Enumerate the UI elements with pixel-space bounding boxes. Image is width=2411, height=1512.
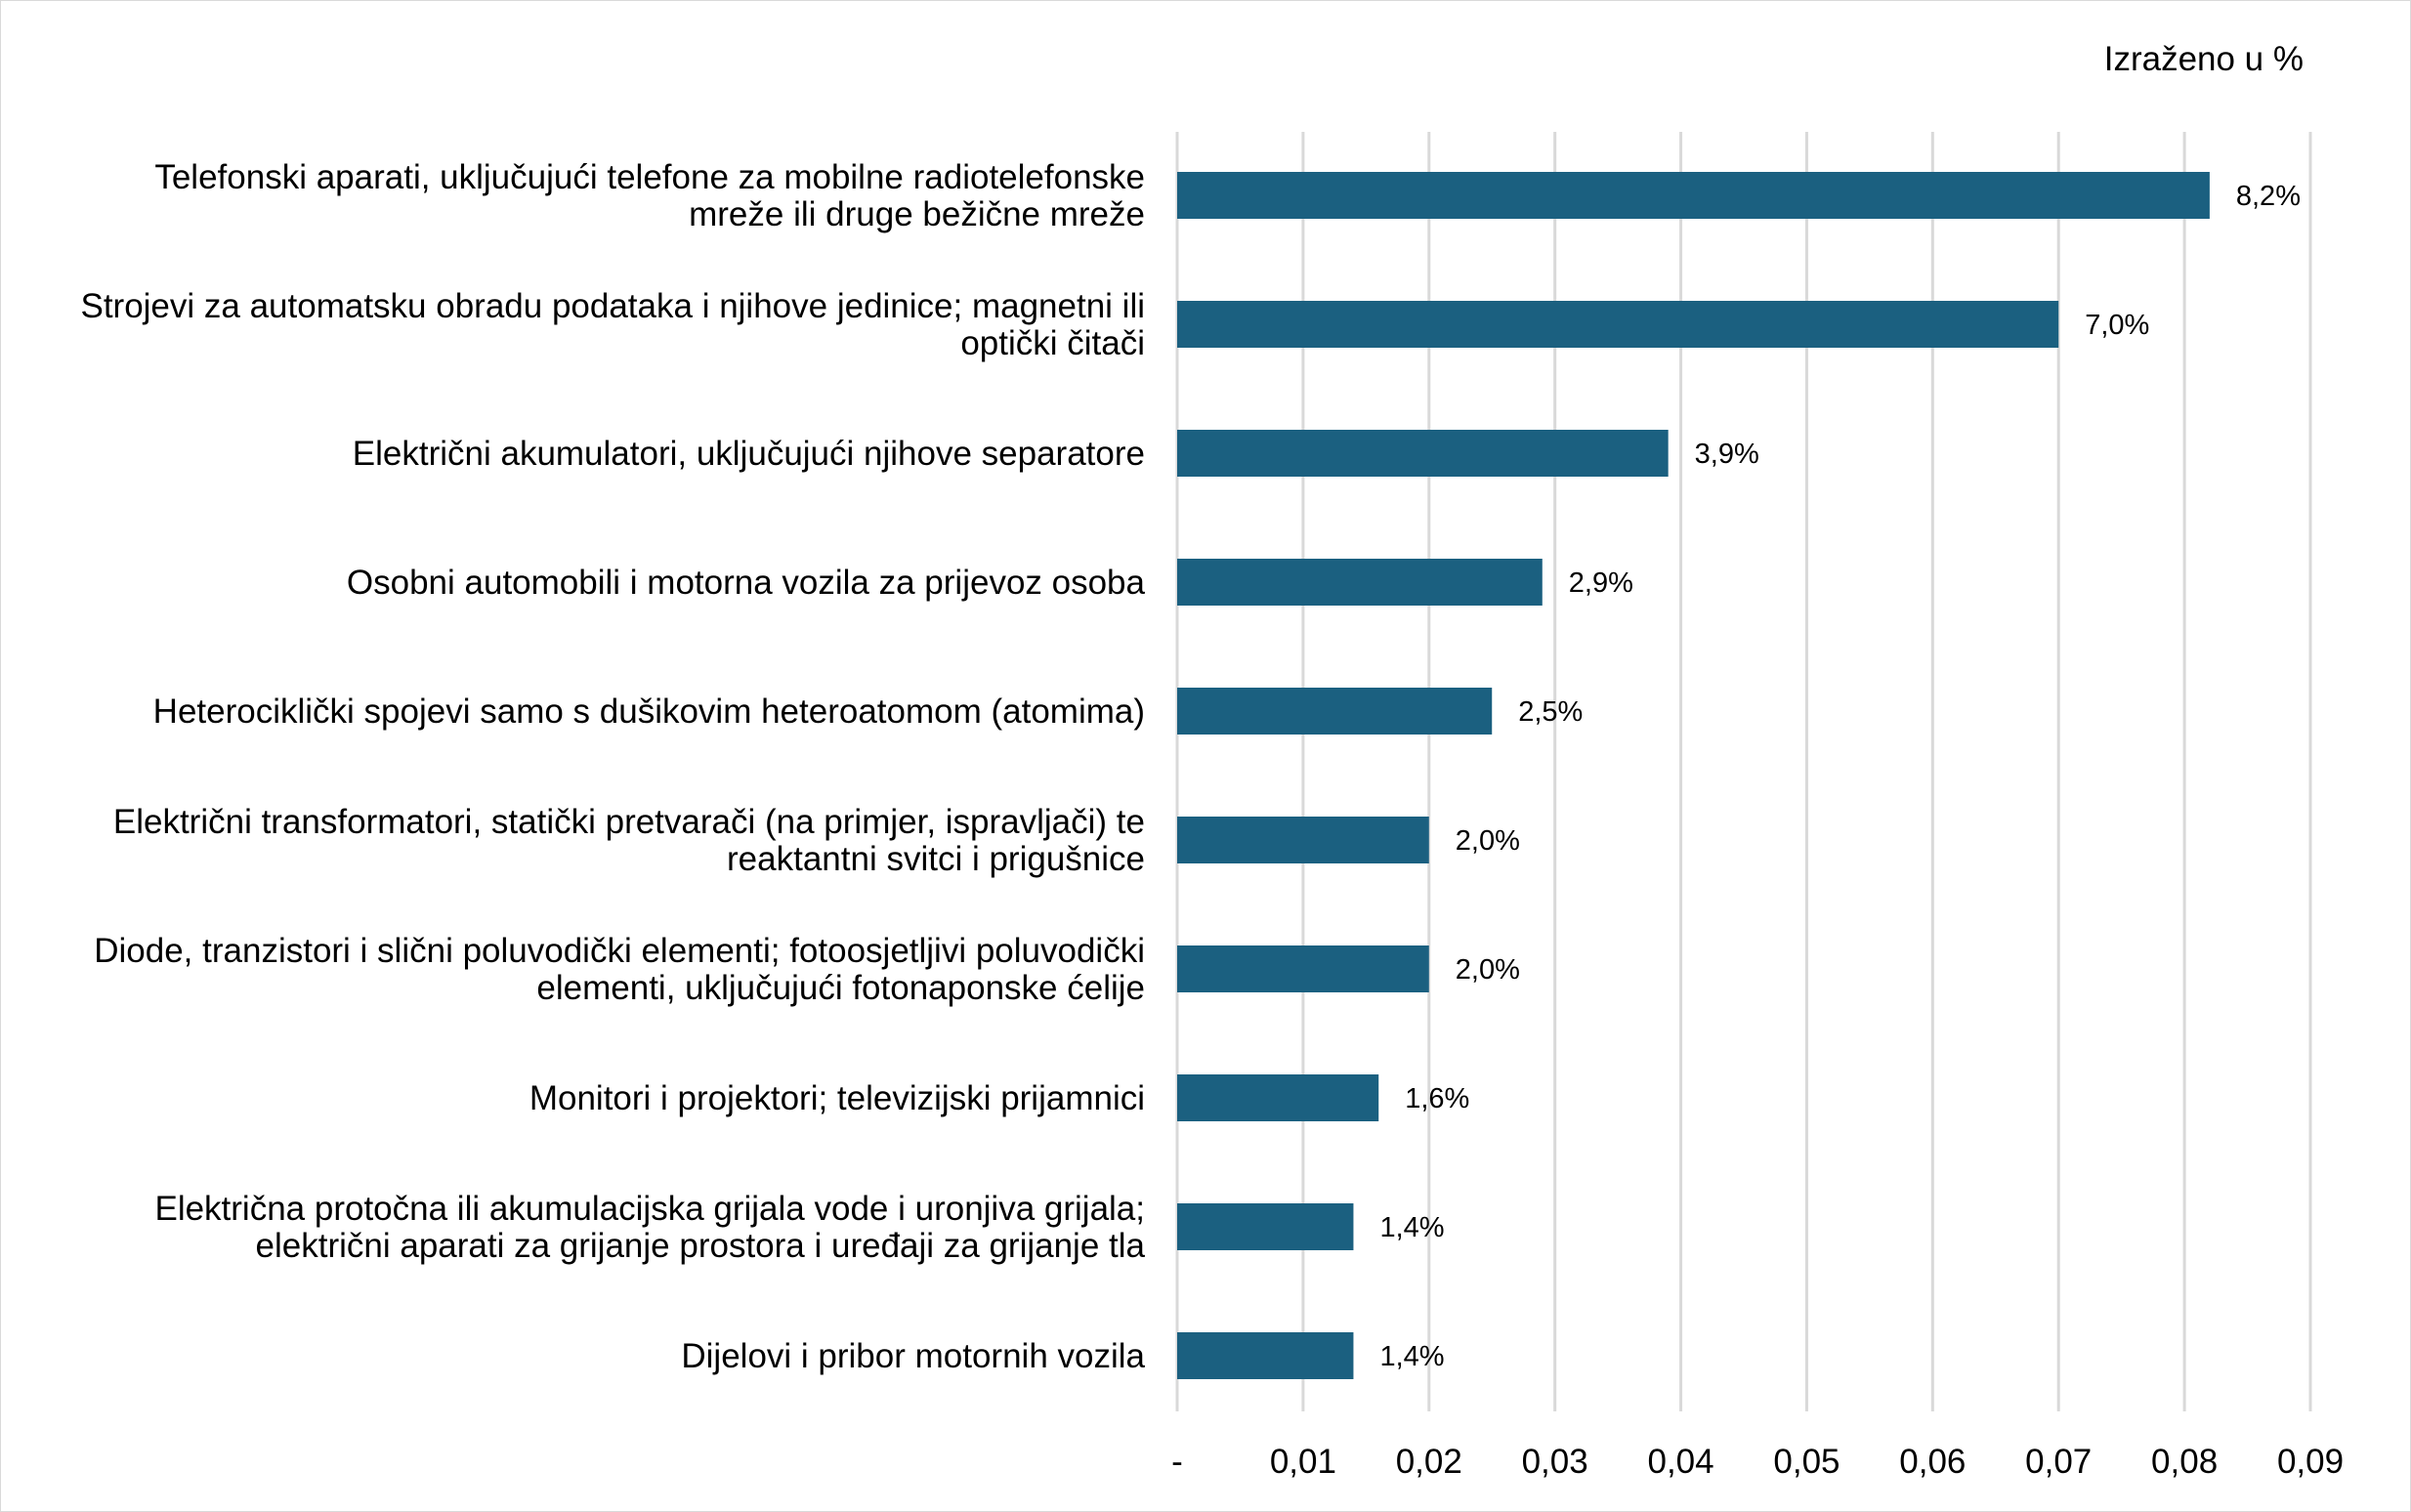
category-label: Strojevi za automatsku obradu podataka i… bbox=[80, 287, 1145, 325]
x-tick-label: 0,08 bbox=[2151, 1443, 2218, 1481]
x-tick-label: 0,06 bbox=[1899, 1443, 1966, 1481]
category-label: Telefonski aparati, uključujući telefone… bbox=[154, 158, 1145, 196]
x-tick-label: 0,03 bbox=[1522, 1443, 1588, 1481]
x-tick-label: 0,01 bbox=[1270, 1443, 1336, 1481]
bar bbox=[1177, 817, 1429, 863]
x-tick-label: - bbox=[1171, 1443, 1183, 1481]
category-label: Monitori i projektori; televizijski prij… bbox=[529, 1079, 1145, 1117]
data-label: 1,4% bbox=[1379, 1212, 1444, 1243]
bars bbox=[1177, 172, 2210, 1379]
category-label: elementi, uključujući fotonaponske ćelij… bbox=[536, 969, 1145, 1007]
category-label: optički čitači bbox=[960, 324, 1145, 362]
data-label: 2,5% bbox=[1518, 696, 1583, 728]
x-axis-tick-labels: - 0,01 0,02 0,03 0,04 0,05 0,06 0,07 0,08 0,09 bbox=[1171, 1443, 2344, 1481]
category-label: električni aparati za grijanje prostora … bbox=[256, 1227, 1146, 1265]
category-label: Diode, tranzistori i slični poluvodički … bbox=[94, 932, 1145, 970]
x-tick-label: 0,02 bbox=[1396, 1443, 1462, 1481]
bar bbox=[1177, 430, 1669, 477]
data-label: 2,9% bbox=[1569, 567, 1633, 599]
category-label: Električni akumulatori, uključujući njih… bbox=[353, 435, 1145, 473]
bar bbox=[1177, 1074, 1379, 1121]
x-tick-label: 0,09 bbox=[2277, 1443, 2344, 1481]
bar bbox=[1177, 172, 2210, 219]
data-label: 8,2% bbox=[2236, 181, 2301, 212]
data-label: 1,6% bbox=[1405, 1083, 1469, 1114]
bar bbox=[1177, 559, 1543, 606]
data-labels: 8,2% 7,0% 3,9% 2,9% 2,5% 2,0% 2,0% 1,6% 1,4% 1,4% bbox=[1379, 181, 2301, 1372]
category-label: Dijelovi i pribor motornih vozila bbox=[681, 1337, 1145, 1375]
data-label: 2,0% bbox=[1456, 825, 1520, 857]
x-tick-label: 0,04 bbox=[1647, 1443, 1713, 1481]
x-tick-label: 0,07 bbox=[2025, 1443, 2092, 1481]
category-labels: Telefonski aparati, uključujući telefone… bbox=[80, 158, 1145, 1375]
bar bbox=[1177, 688, 1493, 735]
bar bbox=[1177, 1203, 1354, 1250]
category-label: Električni transformatori, statički pret… bbox=[113, 803, 1145, 841]
data-label: 2,0% bbox=[1456, 954, 1520, 986]
data-label: 3,9% bbox=[1695, 439, 1759, 470]
bar bbox=[1177, 945, 1429, 992]
x-tick-label: 0,05 bbox=[1773, 1443, 1840, 1481]
data-label: 7,0% bbox=[2085, 310, 2149, 341]
category-label: Heterociklički spojevi samo s dušikovim … bbox=[153, 693, 1145, 731]
category-label: mreže ili druge bežične mreže bbox=[689, 195, 1145, 233]
data-label: 1,4% bbox=[1379, 1341, 1444, 1372]
bar bbox=[1177, 301, 2059, 348]
category-label: reaktantni svitci i prigušnice bbox=[727, 840, 1145, 878]
bar bbox=[1177, 1332, 1354, 1379]
category-label: Osobni automobili i motorna vozila za pr… bbox=[347, 564, 1146, 602]
unit-note: Izraženo u % bbox=[2104, 40, 2304, 78]
category-label: Električna protočna ili akumulacijska gr… bbox=[154, 1190, 1145, 1228]
